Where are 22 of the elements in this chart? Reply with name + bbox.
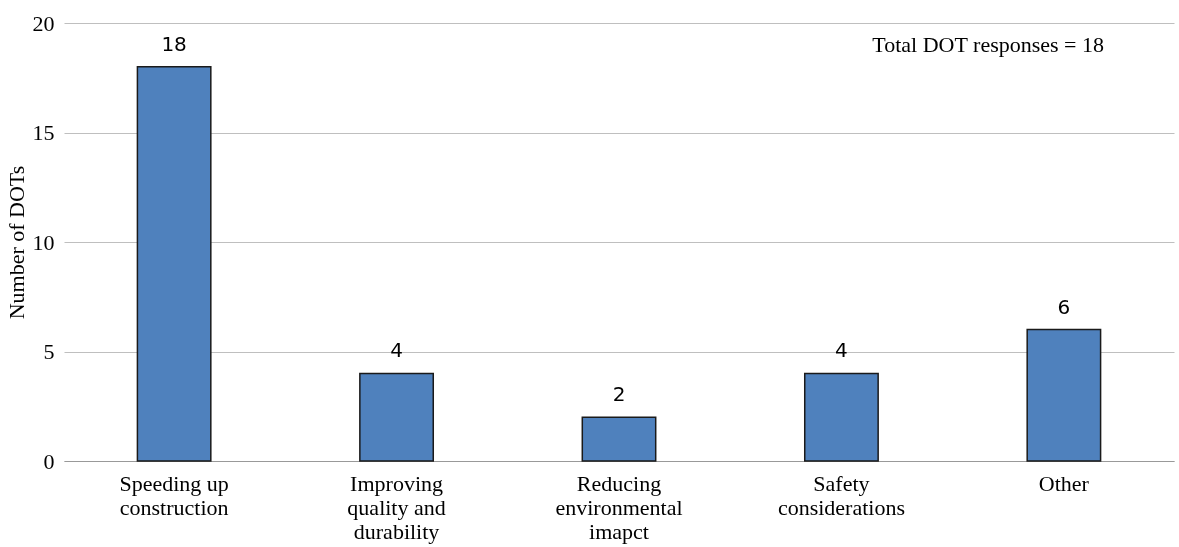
x-tick-label: Safety considerations (777, 470, 905, 520)
y-tick-label: 15 (32, 120, 55, 145)
data-label: 4 (390, 338, 403, 363)
data-label: 4 (835, 338, 848, 363)
y-axis-title: Number of DOTs (3, 165, 29, 320)
y-tick-label: 5 (43, 339, 55, 364)
data-label: 2 (612, 382, 626, 407)
x-tick-label: Other (1038, 470, 1090, 496)
y-tick-label: 20 (32, 10, 55, 36)
x-tick-label: Reducing environmental imapct (555, 470, 683, 544)
x-tick-label: Improving quality and durability (347, 470, 446, 544)
bar (1026, 328, 1102, 462)
data-label: 18 (161, 31, 187, 56)
x-tick-label: Speeding up construction (119, 470, 229, 520)
annotation: Total DOT responses = 18 (872, 32, 1104, 57)
bar (359, 372, 435, 462)
bar (803, 372, 879, 462)
bar (581, 416, 657, 462)
data-label: 6 (1057, 294, 1071, 319)
bar (136, 66, 212, 462)
y-tick-label: 10 (32, 229, 55, 255)
y-tick-label: 0 (43, 448, 55, 474)
